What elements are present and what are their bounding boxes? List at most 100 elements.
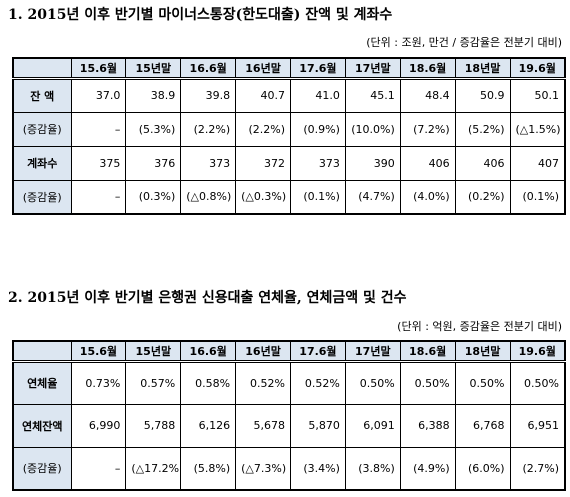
table-cell: 0.57% — [125, 360, 182, 405]
table-cell: 6,388 — [399, 403, 456, 448]
table-cell: 0.50% — [399, 360, 456, 405]
table-row: 연체율 0.73% 0.57% 0.58% 0.52% 0.52% 0.50% 0.50% 0.… — [12, 360, 566, 405]
table-cell: 0.50% — [509, 360, 566, 405]
table-cell: (2.2%) — [180, 111, 237, 147]
section-title: 1. 2015년 이후 반기별 마이너스통장(한도대출) 잔액 및 계좌수 — [8, 7, 393, 23]
table-cell: – — [70, 111, 127, 147]
section-title: 2. 2015년 이후 반기별 은행권 신용대출 연체율, 연체금액 및 건수 — [8, 290, 407, 306]
unit-note: (단위 : 억원, 증감율은 전분기 대비) — [397, 320, 562, 333]
table-cell: 6,951 — [509, 403, 566, 448]
table-cell: 38.9 — [125, 77, 182, 113]
column-header: 15년말 — [125, 57, 182, 80]
table-cell: – — [70, 179, 127, 215]
table-row: 연체잔액 6,990 5,788 6,126 5,678 5,870 6,091 6,388 6… — [12, 403, 566, 448]
table-cell: (0.3%) — [125, 179, 182, 215]
table-cell: (4.7%) — [344, 179, 401, 215]
table-cell: (6.0%) — [454, 446, 511, 491]
table-cell: 5,788 — [125, 403, 182, 448]
table-cell: (0.2%) — [454, 179, 511, 215]
unit-note: (단위 : 조원, 만건 / 증감율은 전분기 대비) — [366, 36, 562, 49]
table-cell: 5,870 — [290, 403, 346, 448]
table-cell: (△0.8%) — [180, 179, 237, 215]
table-cell: (2.2%) — [235, 111, 291, 147]
table-cell: (7.2%) — [399, 111, 456, 147]
table-cell: 5,678 — [235, 403, 291, 448]
column-header: 17.6월 — [290, 340, 346, 363]
table-cell: 50.1 — [509, 77, 566, 113]
table-cell: 0.50% — [344, 360, 401, 405]
row-label: (증감율) — [12, 179, 72, 215]
column-header: 15년말 — [125, 340, 182, 363]
table-cell: 0.58% — [180, 360, 237, 405]
table-cell: – — [70, 446, 127, 491]
column-header: 18.6월 — [399, 57, 456, 80]
table-cell: 390 — [344, 145, 401, 181]
table-row: (증감율) – (5.3%) (2.2%) (2.2%) (0.9%) (10.0%) (7.… — [12, 111, 566, 147]
column-header: 15.6월 — [70, 57, 127, 80]
table-cell: 41.0 — [290, 77, 346, 113]
table-cell: (△7.3%) — [235, 446, 291, 491]
column-header: 18년말 — [454, 340, 511, 363]
table-cell: (4.0%) — [399, 179, 456, 215]
corner-cell — [12, 340, 72, 363]
data-table: 15.6월 15년말 16.6월 16년말 17.6월 17년말 18.6월 18년말 19.6… — [12, 340, 566, 491]
table-cell: (3.4%) — [290, 446, 346, 491]
table-cell: (△17.2%) — [125, 446, 182, 491]
column-header: 17년말 — [344, 57, 401, 80]
table-cell: 0.73% — [70, 360, 127, 405]
column-header: 16년말 — [235, 57, 291, 80]
header-row: 15.6월 15년말 16.6월 16년말 17.6월 17년말 18.6월 18년말 19.6… — [12, 57, 566, 80]
column-header: 16년말 — [235, 340, 291, 363]
table-cell: (2.7%) — [509, 446, 566, 491]
table-cell: 406 — [399, 145, 456, 181]
table-cell: 373 — [180, 145, 237, 181]
row-label: 계좌수 — [12, 145, 72, 181]
table-cell: (3.8%) — [344, 446, 401, 491]
table-cell: 375 — [70, 145, 127, 181]
column-header: 19.6월 — [509, 57, 566, 80]
row-label: 연체잔액 — [12, 403, 72, 448]
column-header: 16.6월 — [180, 340, 237, 363]
section: 1. 2015년 이후 반기별 마이너스통장(한도대출) 잔액 및 계좌수 (단… — [0, 0, 570, 220]
table-cell: 373 — [290, 145, 346, 181]
table-cell: 372 — [235, 145, 291, 181]
table-cell: 0.52% — [290, 360, 346, 405]
data-table: 15.6월 15년말 16.6월 16년말 17.6월 17년말 18.6월 18년말 19.6… — [12, 57, 566, 215]
corner-cell — [12, 57, 72, 80]
table-cell: 39.8 — [180, 77, 237, 113]
table-row: 계좌수 375 376 373 372 373 390 406 406 407 — [12, 145, 566, 181]
row-label: (증감율) — [12, 446, 72, 491]
table-cell: 50.9 — [454, 77, 511, 113]
table-cell: 6,768 — [454, 403, 511, 448]
column-header: 17.6월 — [290, 57, 346, 80]
table-cell: 406 — [454, 145, 511, 181]
table-cell: (△0.3%) — [235, 179, 291, 215]
table-cell: (10.0%) — [344, 111, 401, 147]
table-cell: (△1.5%) — [509, 111, 566, 147]
table-row: (증감율) – (0.3%) (△0.8%) (△0.3%) (0.1%) (4.7%) (4… — [12, 179, 566, 215]
column-header: 15.6월 — [70, 340, 127, 363]
table-cell: (0.1%) — [509, 179, 566, 215]
table-cell: (0.1%) — [290, 179, 346, 215]
table-cell: 45.1 — [344, 77, 401, 113]
table-cell: 6,990 — [70, 403, 127, 448]
table-row: (증감율) – (△17.2%) (5.8%) (△7.3%) (3.4%) (3.8%)(… — [12, 446, 566, 491]
table-cell: 6,091 — [344, 403, 401, 448]
column-header: 18.6월 — [399, 340, 456, 363]
column-header: 18년말 — [454, 57, 511, 80]
table-cell: 376 — [125, 145, 182, 181]
column-header: 16.6월 — [180, 57, 237, 80]
column-header: 19.6월 — [509, 340, 566, 363]
section: 2. 2015년 이후 반기별 은행권 신용대출 연체율, 연체금액 및 건수 … — [0, 282, 570, 497]
table-cell: 37.0 — [70, 77, 127, 113]
header-row: 15.6월 15년말 16.6월 16년말 17.6월 17년말 18.6월 18년말 19.6… — [12, 340, 566, 363]
table-cell: (5.2%) — [454, 111, 511, 147]
row-label: (증감율) — [12, 111, 72, 147]
table-cell: 407 — [509, 145, 566, 181]
row-label: 잔 액 — [12, 77, 72, 113]
table-cell: (0.9%) — [290, 111, 346, 147]
table-cell: 0.52% — [235, 360, 291, 405]
table-cell: 40.7 — [235, 77, 291, 113]
